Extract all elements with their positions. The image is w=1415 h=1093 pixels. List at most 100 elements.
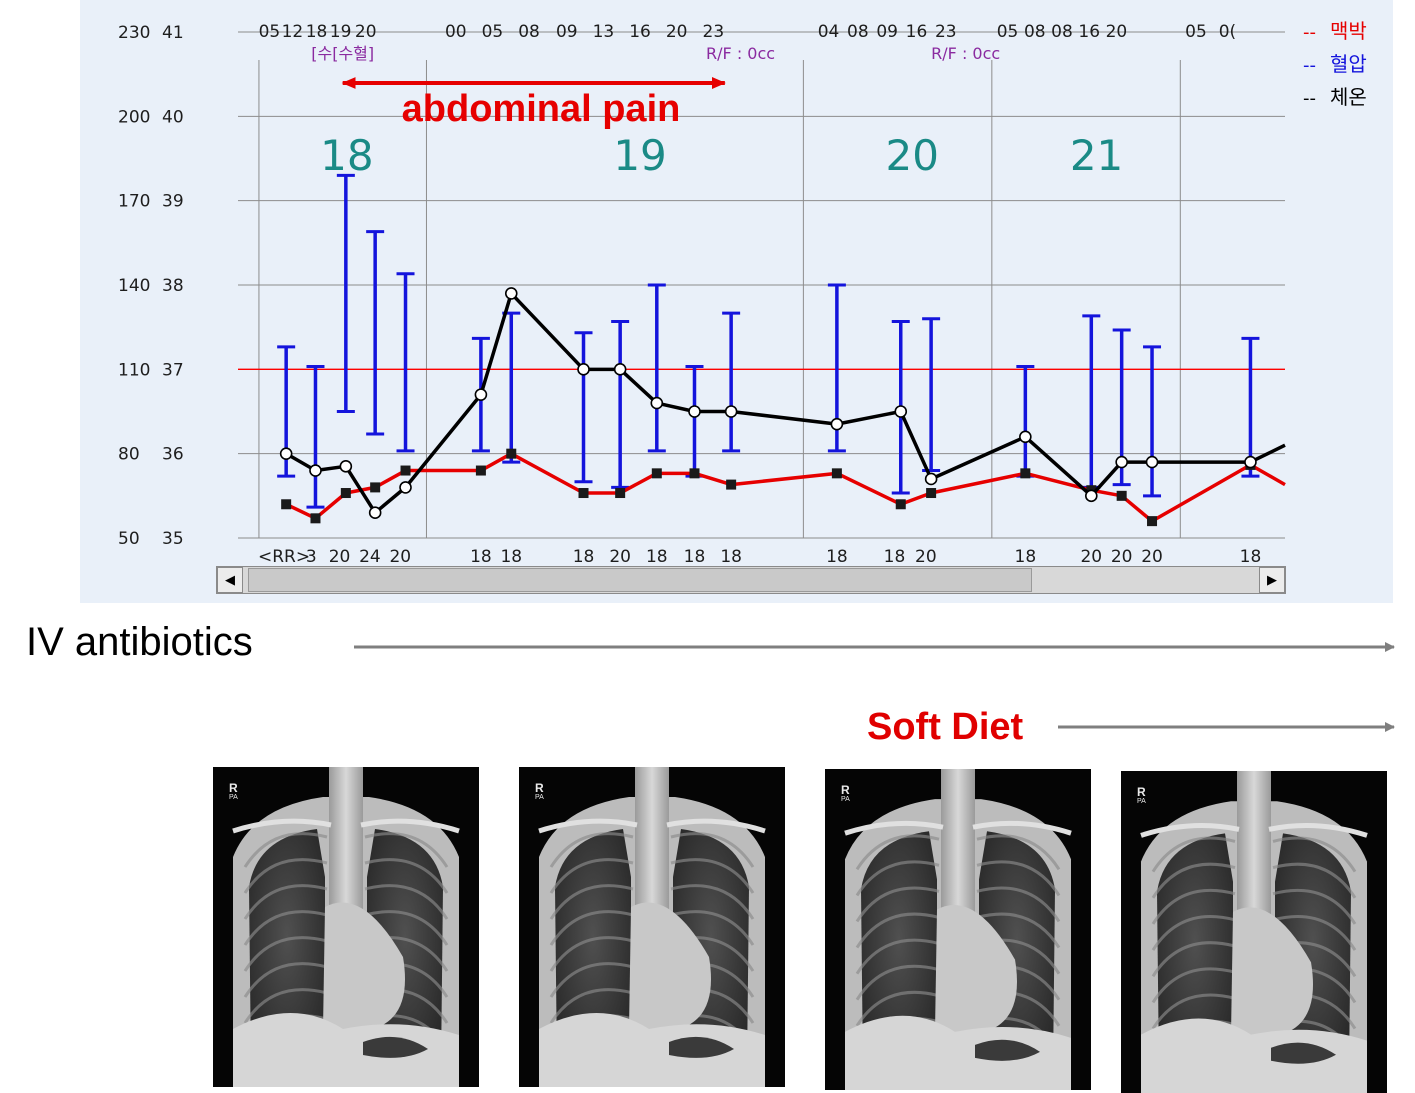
rr-value: 18 (826, 547, 848, 567)
xray-image (825, 769, 1091, 1090)
rr-value: 18 (1015, 547, 1037, 567)
rr-value: 18 (646, 547, 668, 567)
rr-value: 18 (470, 547, 492, 567)
pulse-point (689, 468, 700, 479)
scroll-left-arrow-icon: ◀ (225, 572, 235, 588)
day-label: 21 (1070, 131, 1123, 180)
pulse-point (506, 448, 517, 459)
temperature-point (279, 447, 293, 460)
legend-label: 혈압 (1330, 52, 1367, 76)
y-tick-pr: 80 (118, 445, 140, 465)
rr-value: 20 (915, 547, 937, 567)
rr-value: 20 (1141, 547, 1163, 567)
xray-side-letter: R (841, 783, 850, 797)
chest-xray-2: R PA (519, 767, 785, 1087)
time-tick-label: 19 (330, 22, 352, 42)
scroll-left-button[interactable]: ◀ (217, 567, 243, 593)
pulse-point (615, 488, 626, 499)
time-tick-label: 20 (1106, 22, 1128, 42)
pulse-point (475, 465, 486, 476)
rr-value: 18 (720, 547, 742, 567)
vital-signs-chart-panel (80, 0, 1393, 603)
time-tick-label: 08 (1051, 22, 1073, 42)
temperature-point (1145, 455, 1159, 469)
abdominal-pain-label: abdominal pain (402, 88, 681, 130)
legend-dash: -- (1303, 22, 1316, 43)
day-label: 18 (320, 131, 373, 180)
rr-value: 20 (329, 547, 351, 567)
rr-value: 3 (306, 547, 317, 567)
time-tick-label: 05 (997, 22, 1019, 42)
temperature-point (368, 506, 382, 520)
time-tick-label: 16 (1078, 22, 1100, 42)
legend-dash: -- (1303, 88, 1316, 109)
temperature-point (894, 405, 908, 418)
chart-note: R/F : 0cc (706, 44, 775, 63)
y-tick-temp: 35 (162, 529, 184, 549)
temperature-point (1244, 455, 1257, 469)
temperature-point (924, 472, 938, 486)
pulse-point (340, 488, 351, 499)
rr-value: 18 (500, 547, 522, 567)
y-tick-pr: 170 (118, 192, 150, 212)
chart-note: [수[수혈] (311, 44, 374, 63)
pulse-point (578, 488, 589, 499)
temperature-point (1019, 430, 1032, 444)
rr-value: 18 (884, 547, 906, 567)
temperature-point (724, 405, 738, 418)
legend-label: 맥박 (1330, 19, 1367, 43)
y-tick-temp: 40 (162, 107, 184, 127)
xray-view-label: PA (535, 794, 544, 801)
rr-value: 18 (573, 547, 595, 567)
chart-note: R/F : 0cc (931, 44, 1000, 63)
temperature-point (339, 460, 353, 473)
day-label: 20 (886, 131, 939, 180)
time-tick-label: 20 (355, 22, 377, 42)
y-tick-pr: 140 (118, 276, 150, 296)
temperature-point (613, 363, 627, 376)
temperature-point (577, 363, 590, 376)
y-tick-temp: 41 (162, 23, 184, 43)
xray-side-marker: R PA (841, 783, 850, 805)
time-tick-label: 08 (518, 22, 540, 42)
time-tick-label: 16 (629, 22, 651, 42)
time-tick-label: 13 (593, 22, 615, 42)
y-tick-temp: 37 (162, 360, 184, 380)
pulse-point (926, 488, 937, 499)
time-tick-label: 09 (556, 22, 578, 42)
y-tick-pr: 200 (118, 107, 150, 127)
y-tick-pr: 230 (118, 23, 150, 43)
xray-view-label: PA (229, 794, 238, 801)
rr-value: 18 (684, 547, 706, 567)
iv-antibiotics-label: IV antibiotics (26, 620, 253, 664)
pulse-point (895, 499, 906, 510)
time-tick-label: 04 (818, 22, 840, 42)
temperature-point (399, 481, 412, 494)
treatment-timeline (354, 642, 1395, 732)
day-label: 19 (613, 131, 666, 180)
pulse-point (831, 468, 842, 479)
time-tick-label: 08 (847, 22, 869, 42)
time-tick-label: 16 (906, 22, 928, 42)
xray-view-label: PA (841, 796, 850, 803)
chest-xray-4: R PA (1121, 771, 1387, 1093)
xray-image (213, 767, 479, 1087)
temperature-point (1115, 455, 1128, 469)
rr-value: 20 (389, 547, 411, 567)
pulse-point (1147, 516, 1158, 527)
time-tick-label: 00 (445, 22, 467, 42)
time-tick-label: 09 (876, 22, 898, 42)
time-tick-label: 05 (259, 22, 281, 42)
temperature-point (309, 464, 322, 477)
rr-value: 24 (359, 547, 381, 567)
xray-side-letter: R (229, 781, 238, 795)
time-tick-label: 23 (703, 22, 725, 42)
chest-xray-3: R PA (825, 769, 1091, 1090)
temperature-point (504, 287, 518, 300)
horizontal-scrollbar-thumb[interactable] (248, 568, 1032, 592)
scroll-right-arrow-icon: ▶ (1267, 572, 1277, 588)
scroll-right-button[interactable]: ▶ (1259, 567, 1285, 593)
time-tick-label: 20 (666, 22, 688, 42)
rr-value: 20 (1080, 547, 1102, 567)
rr-value: 18 (1240, 547, 1262, 567)
